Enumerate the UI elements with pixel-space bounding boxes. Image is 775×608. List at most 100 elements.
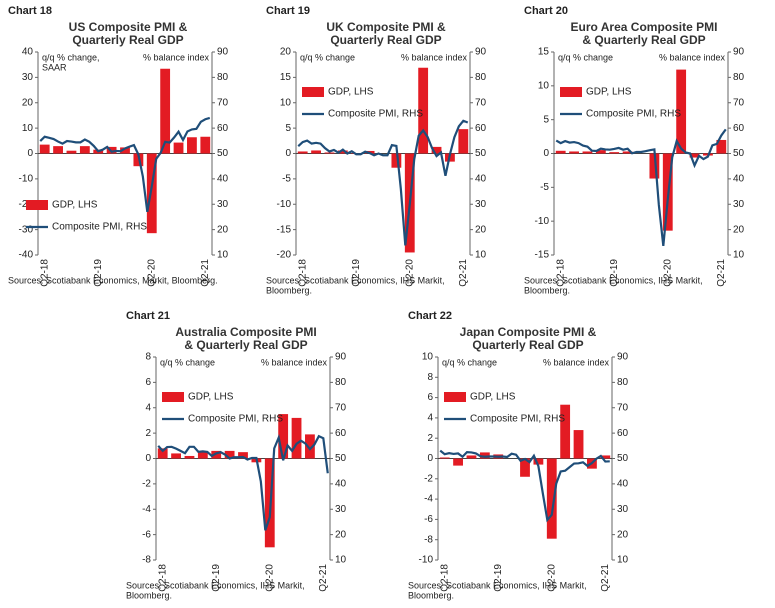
y-tick-label: -20 — [19, 199, 34, 210]
y-tick-label: 0 — [427, 453, 433, 464]
chart-title: UK Composite PMI & — [326, 20, 446, 34]
bar — [224, 450, 235, 459]
chart-title: US Composite PMI & — [69, 20, 188, 34]
x-tick-label: Q2-20 — [662, 259, 673, 287]
bar — [120, 147, 130, 154]
y-tick-label: 10 — [422, 352, 434, 363]
y-tick-label: 2 — [145, 428, 151, 439]
bar — [520, 458, 530, 477]
chart-title: Euro Area Composite PMI — [571, 20, 718, 34]
y2-tick-label: 40 — [217, 174, 229, 185]
bar — [291, 417, 302, 459]
y-axis-label: q/q % change — [160, 357, 215, 367]
bar — [555, 150, 566, 154]
source-note: Sources: Scotiabank Economics, IHS Marki… — [126, 580, 305, 590]
panel-label: Chart 21 — [126, 310, 170, 322]
y2-tick-label: 60 — [217, 123, 229, 134]
panel-label: Chart 20 — [524, 5, 568, 17]
legend-label: Composite PMI, RHS — [52, 222, 147, 233]
chart-title: Japan Composite PMI & — [460, 325, 597, 339]
source-note: Bloomberg. — [126, 590, 172, 600]
y-tick-label: 20 — [280, 47, 292, 58]
legend-label: Composite PMI, RHS — [470, 414, 565, 425]
bar — [453, 458, 463, 466]
bar — [573, 430, 584, 459]
legend-label: GDP, LHS — [470, 392, 516, 403]
y2-tick-label: 60 — [335, 428, 347, 439]
bar — [622, 151, 633, 154]
x-tick-label: Q2-20 — [146, 259, 157, 287]
y-tick-label: -2 — [142, 479, 151, 490]
y2-tick-label: 10 — [335, 555, 347, 566]
chart-title: & Quarterly Real GDP — [582, 33, 705, 47]
chart-title: & Quarterly Real GDP — [184, 338, 307, 352]
y2-tick-label: 40 — [617, 479, 629, 490]
y2-axis-label: % balance index — [543, 357, 610, 367]
bar — [53, 146, 63, 154]
y2-axis-label: % balance index — [261, 357, 328, 367]
y-tick-label: 10 — [538, 80, 550, 91]
source-note: Bloomberg. — [408, 590, 454, 600]
legend-label: GDP, LHS — [52, 200, 98, 211]
legend-label: Composite PMI, RHS — [188, 414, 283, 425]
y-axis-label: q/q % change, — [42, 52, 100, 62]
bar — [79, 146, 90, 154]
y2-tick-label: 20 — [617, 529, 629, 540]
bar — [582, 151, 593, 154]
y2-tick-label: 20 — [475, 224, 487, 235]
x-tick-label: Q2-19 — [351, 259, 362, 287]
y2-tick-label: 30 — [475, 199, 487, 210]
y-tick-label: 15 — [280, 72, 292, 83]
x-tick-label: Q2-18 — [157, 564, 168, 592]
y2-tick-label: 20 — [335, 529, 347, 540]
bar — [187, 137, 197, 154]
y-tick-label: -5 — [540, 182, 549, 193]
y2-tick-label: 40 — [335, 479, 347, 490]
y-tick-label: 40 — [22, 47, 34, 58]
bar — [595, 150, 606, 154]
y2-tick-label: 30 — [335, 504, 347, 515]
y2-tick-label: 80 — [335, 377, 347, 388]
y2-tick-label: 20 — [733, 224, 745, 235]
legend-swatch — [444, 392, 466, 402]
panel-label: Chart 19 — [266, 5, 310, 17]
bar — [278, 414, 289, 459]
bar — [297, 151, 308, 154]
y-tick-label: 0 — [27, 148, 33, 159]
y-tick-label: 8 — [427, 372, 433, 383]
y2-axis-label: % balance index — [401, 52, 468, 62]
bar — [418, 67, 429, 154]
y2-tick-label: 60 — [617, 428, 629, 439]
y-tick-label: 4 — [427, 413, 433, 424]
y2-tick-label: 10 — [217, 250, 229, 261]
bar — [676, 69, 687, 154]
chart-panel: Chart 19 UK Composite PMI &Quarterly Real… — [266, 5, 487, 295]
y2-tick-label: 50 — [475, 148, 487, 159]
y-tick-label: -6 — [424, 514, 433, 525]
y2-tick-label: 50 — [733, 148, 745, 159]
legend-swatch — [162, 392, 184, 402]
bar — [184, 455, 195, 459]
y-tick-label: -30 — [19, 224, 34, 235]
x-tick-label: Q2-21 — [200, 259, 211, 287]
bar — [689, 153, 700, 158]
chart-panel: Chart 18 US Composite PMI &Quarterly Real… — [8, 5, 229, 287]
source-note: Bloomberg. — [524, 285, 570, 295]
y2-tick-label: 80 — [217, 72, 229, 83]
y-tick-label: -15 — [535, 250, 550, 261]
bar — [238, 452, 248, 459]
x-tick-label: Q2-20 — [264, 564, 275, 592]
x-tick-label: Q2-21 — [458, 259, 469, 287]
y2-tick-label: 50 — [335, 453, 347, 464]
y-tick-label: -8 — [142, 555, 151, 566]
source-note: Sources: Scotiabank Economics, IHS Marki… — [408, 580, 587, 590]
chart-title: Australia Composite PMI — [175, 325, 316, 339]
x-tick-label: Q2-18 — [439, 564, 450, 592]
y2-tick-label: 80 — [733, 72, 745, 83]
bar — [716, 139, 727, 154]
chart-panel: Chart 22 Japan Composite PMI &Quarterly R… — [408, 310, 629, 600]
y-tick-label: 6 — [145, 377, 151, 388]
y-tick-label: -10 — [535, 216, 550, 227]
bar — [324, 152, 335, 154]
